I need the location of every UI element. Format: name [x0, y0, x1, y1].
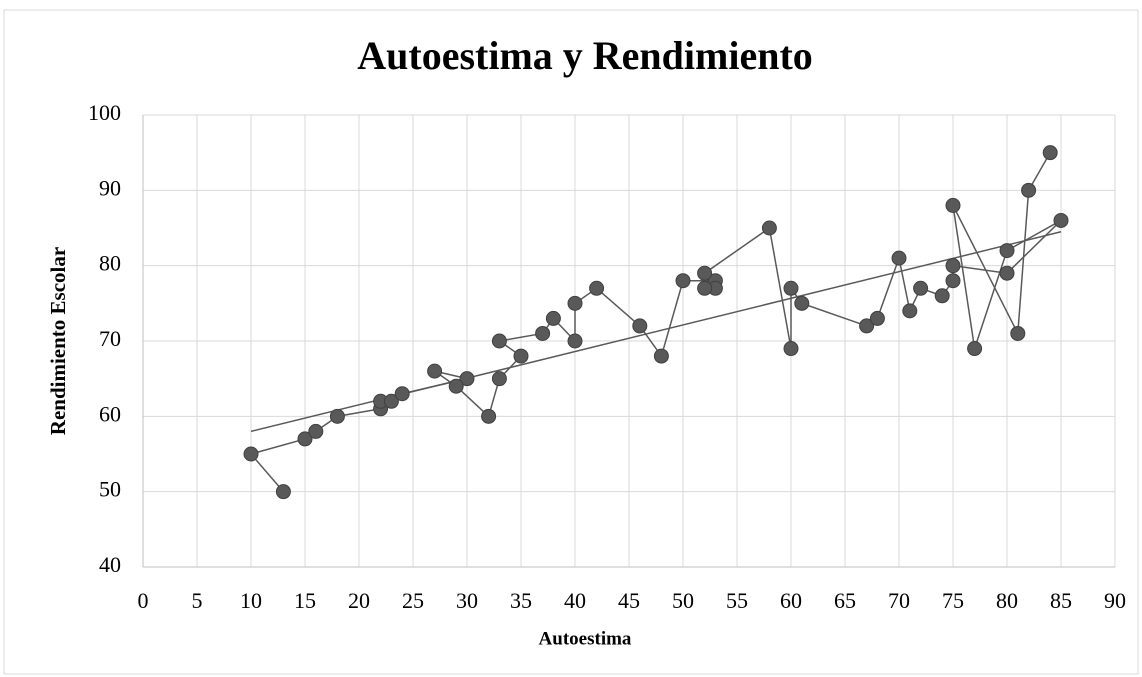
point: [891, 250, 907, 266]
point: [869, 310, 885, 326]
x-tick-label: 0: [138, 588, 149, 613]
x-tick-label: 5: [192, 588, 203, 613]
point: [1042, 145, 1058, 161]
x-tick-label: 60: [780, 588, 802, 613]
point: [589, 280, 605, 296]
point: [567, 333, 583, 349]
point: [491, 371, 507, 387]
point: [329, 408, 345, 424]
point: [675, 273, 691, 289]
point: [999, 243, 1015, 259]
point: [859, 318, 875, 334]
x-tick-label: 55: [726, 588, 748, 613]
point: [1010, 325, 1026, 341]
point: [999, 265, 1015, 281]
point: [308, 423, 324, 439]
point: [448, 378, 464, 394]
x-tick-label: 90: [1104, 588, 1126, 613]
y-tick-label: 40: [99, 552, 121, 577]
point: [945, 197, 961, 213]
series-line: [249, 152, 1062, 493]
x-axis-title: Autoestima: [539, 628, 632, 649]
x-tick-label: 35: [510, 588, 532, 613]
point: [945, 258, 961, 274]
point: [1021, 182, 1037, 198]
x-tick-label: 75: [942, 588, 964, 613]
x-tick-label: 10: [240, 588, 262, 613]
x-tick-label: 80: [996, 588, 1018, 613]
point: [545, 310, 561, 326]
point: [243, 446, 259, 462]
point: [491, 333, 507, 349]
point: [653, 348, 669, 364]
x-tick-label: 70: [888, 588, 910, 613]
point: [632, 318, 648, 334]
point: [967, 341, 983, 357]
point: [459, 371, 475, 387]
point: [913, 280, 929, 296]
x-tick-label: 40: [564, 588, 586, 613]
y-tick-label: 60: [99, 401, 121, 426]
point: [761, 220, 777, 236]
point: [902, 303, 918, 319]
point: [275, 484, 291, 500]
x-tick-label: 20: [348, 588, 370, 613]
point: [783, 341, 799, 357]
y-tick-label: 80: [99, 251, 121, 276]
chart-title: Autoestima y Rendimiento: [357, 33, 813, 78]
y-tick-label: 90: [99, 175, 121, 200]
point: [394, 386, 410, 402]
point: [513, 348, 529, 364]
point: [794, 295, 810, 311]
trendline: [250, 231, 1062, 433]
x-tick-label: 65: [834, 588, 856, 613]
point: [297, 431, 313, 447]
point: [934, 288, 950, 304]
point: [945, 273, 961, 289]
point: [535, 325, 551, 341]
x-tick-label: 45: [618, 588, 640, 613]
point: [567, 295, 583, 311]
x-tick-label: 30: [456, 588, 478, 613]
point: [697, 280, 713, 296]
x-tick-label: 25: [402, 588, 424, 613]
chart-border: [3, 9, 1139, 675]
x-tick-label: 85: [1050, 588, 1072, 613]
point: [383, 393, 399, 409]
point: [697, 265, 713, 281]
y-tick-label: 50: [99, 477, 121, 502]
point: [481, 408, 497, 424]
x-tick-label: 50: [672, 588, 694, 613]
y-tick-label: 100: [88, 100, 121, 125]
point: [783, 280, 799, 296]
point: [427, 363, 443, 379]
point: [1053, 212, 1069, 228]
y-tick-label: 70: [99, 326, 121, 351]
x-tick-label: 15: [294, 588, 316, 613]
y-axis-title: Rendimiento Escolar: [46, 247, 70, 435]
